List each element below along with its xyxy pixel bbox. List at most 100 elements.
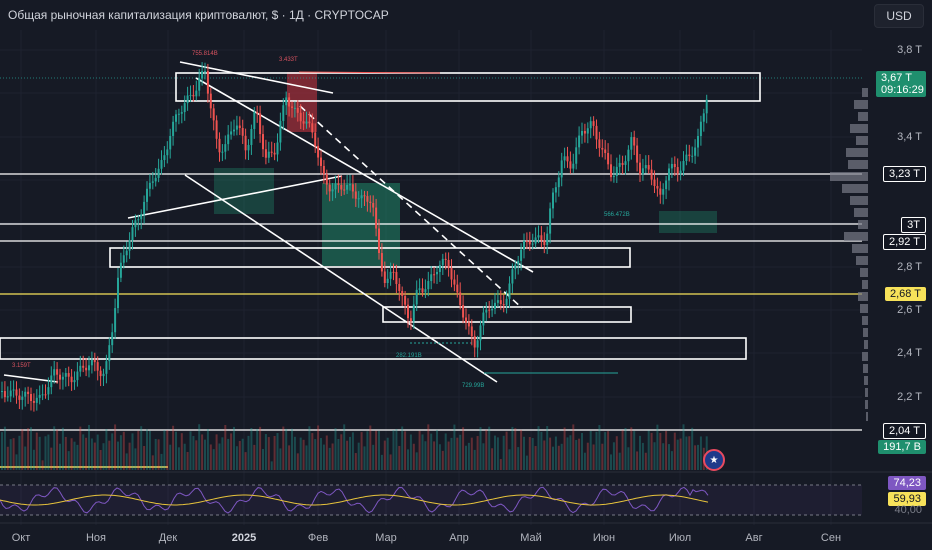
volume-bar	[128, 442, 131, 470]
candle	[514, 264, 517, 270]
volume-bar	[465, 445, 467, 470]
volume-bar	[639, 435, 641, 470]
candle	[407, 304, 409, 319]
time-label: Фев	[307, 532, 329, 544]
candle	[462, 305, 465, 318]
volume-profile-bar	[856, 136, 868, 145]
candle	[447, 260, 450, 268]
volume-bar	[264, 434, 267, 470]
volume-bar	[163, 430, 166, 470]
candle	[552, 192, 554, 209]
volume-bar	[485, 429, 488, 470]
candle	[322, 165, 325, 175]
candle	[424, 289, 427, 293]
annotation-low-apr: 729.99B	[462, 383, 485, 389]
price-tick: 2,4 T	[897, 347, 922, 359]
candle	[386, 278, 389, 284]
rsi-ma-line	[0, 494, 709, 506]
candle	[267, 151, 270, 158]
candle	[224, 144, 227, 152]
candle	[235, 125, 238, 130]
candle	[557, 177, 560, 188]
candle	[639, 162, 641, 175]
annotation-high: 755.814B	[192, 51, 218, 57]
candle	[456, 284, 459, 293]
candle	[30, 394, 32, 401]
volume-bar	[404, 431, 407, 470]
candle	[166, 149, 169, 156]
volume-bar	[351, 432, 354, 470]
level-badge-204: 2,04 T	[883, 423, 926, 439]
candle	[369, 201, 372, 203]
volume-bar	[293, 436, 296, 470]
candle	[581, 131, 583, 136]
volume-bar	[581, 433, 583, 470]
volume-bar	[337, 438, 340, 470]
candle	[450, 267, 453, 280]
candle	[491, 308, 494, 311]
candle	[119, 262, 122, 278]
candle	[169, 135, 172, 150]
us-event-flag-icon[interactable]: ★	[703, 449, 725, 471]
volume-bar	[421, 434, 424, 470]
level-badge-3: 3T	[901, 217, 926, 233]
candle	[96, 362, 99, 371]
candle	[140, 214, 143, 220]
candle	[291, 106, 293, 108]
price-tick: 2,8 T	[897, 261, 922, 273]
volume-bar	[650, 432, 653, 470]
time-label: Июл	[668, 532, 692, 544]
candle	[177, 113, 180, 115]
candle	[21, 396, 24, 400]
candle	[331, 189, 334, 192]
candle	[148, 182, 151, 189]
candle	[88, 365, 90, 371]
candle	[111, 332, 114, 346]
candle	[430, 274, 433, 282]
volume-bar	[604, 432, 607, 470]
candle	[328, 184, 331, 192]
volume-bar	[99, 449, 102, 470]
trendline	[3, 374, 59, 383]
volume-bar	[85, 437, 88, 470]
volume-bar	[552, 446, 554, 470]
volume-bar	[340, 434, 343, 470]
volume-bar	[276, 433, 279, 470]
volume-bar	[137, 430, 140, 470]
currency-button[interactable]: USD	[874, 4, 924, 28]
annotation-left-level: 3.159T	[12, 363, 31, 369]
candle	[99, 370, 102, 377]
candle	[441, 258, 444, 266]
candle	[566, 156, 569, 162]
volume-profile-bar	[850, 124, 868, 133]
volume-bar	[462, 427, 465, 470]
candle	[160, 160, 163, 169]
volume-bar	[694, 445, 697, 470]
volume-bar	[641, 442, 644, 470]
volume-bar	[354, 453, 357, 470]
price-tick: 2,2 T	[897, 391, 922, 403]
volume-bar	[244, 452, 247, 470]
candle	[233, 129, 235, 132]
candle	[247, 144, 250, 151]
volume-bar	[108, 440, 111, 470]
candle	[50, 375, 53, 388]
candle	[702, 113, 705, 122]
candle	[540, 235, 543, 241]
volume-bar	[169, 444, 172, 470]
volume-bar	[61, 427, 64, 470]
volume-bar	[444, 433, 447, 470]
volume-profile-bar	[860, 304, 868, 313]
volume-bar	[3, 426, 6, 470]
volume-bar	[409, 434, 412, 470]
volume-bar	[679, 438, 682, 470]
volume-bar	[117, 441, 119, 470]
volume-bar	[311, 433, 314, 470]
candle	[3, 391, 6, 398]
volume-bar	[247, 435, 250, 470]
candle	[644, 165, 647, 169]
volume-profile-bar	[842, 184, 868, 193]
annotation-low-jun: 566.472B	[604, 212, 630, 218]
volume-bar	[32, 449, 35, 470]
